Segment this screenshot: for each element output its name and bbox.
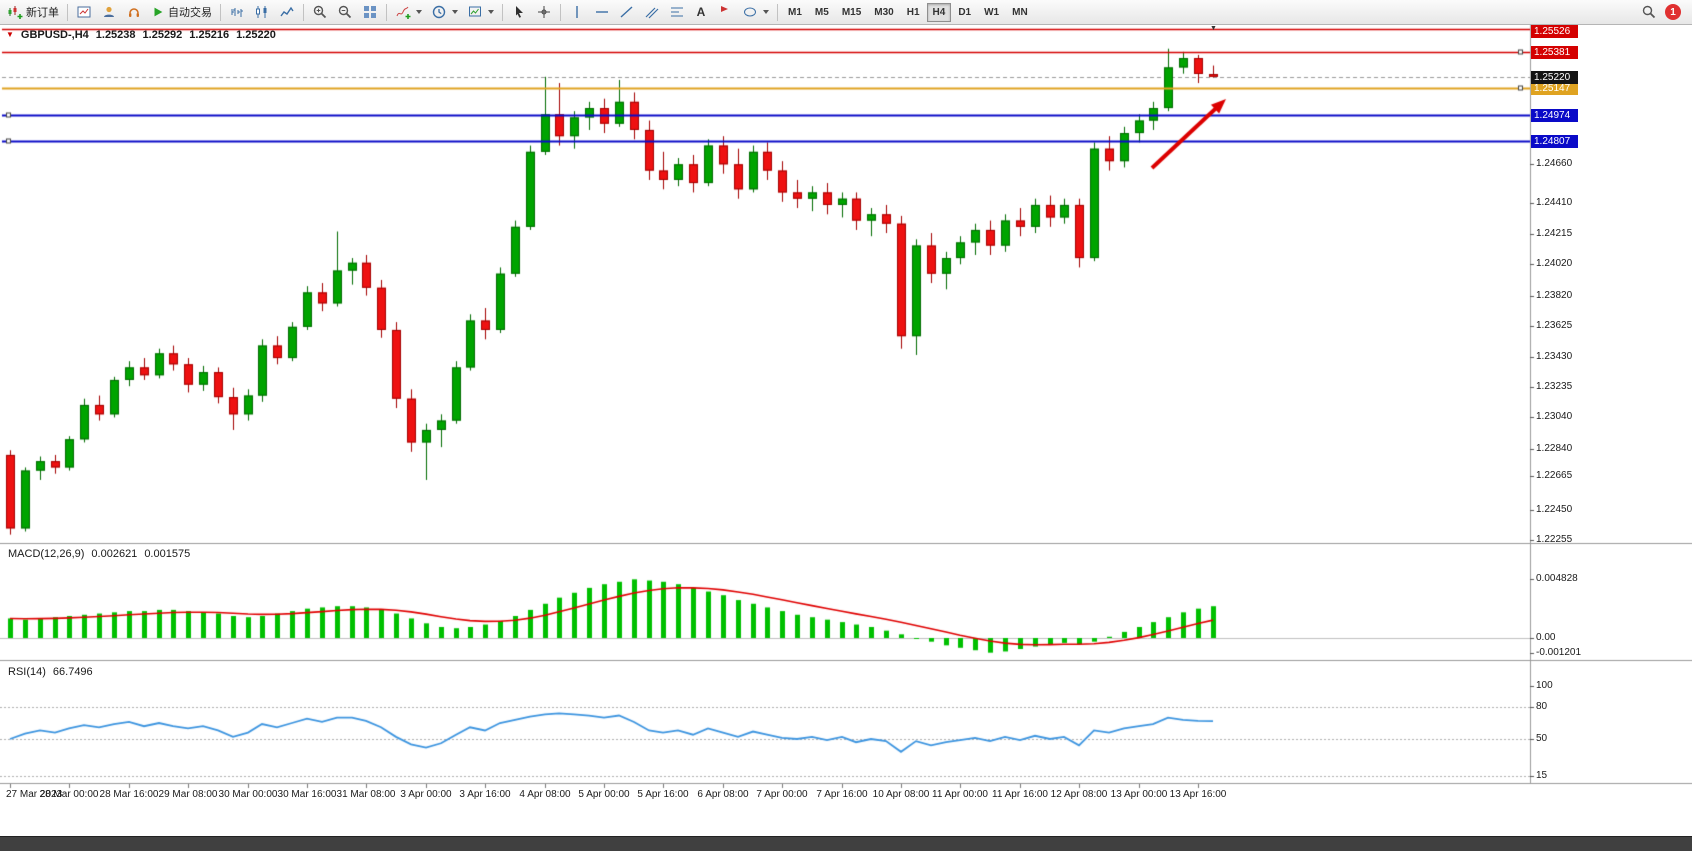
toolbar-separator — [67, 3, 68, 21]
tile-windows-button[interactable] — [358, 2, 382, 23]
price-chart-canvas[interactable] — [0, 25, 1692, 836]
toolbar-separator — [303, 3, 304, 21]
toolbar-separator — [502, 3, 503, 21]
templates-button[interactable] — [463, 2, 498, 23]
fibonacci-icon — [671, 7, 683, 17]
timeframe-d1-button[interactable]: D1 — [952, 3, 977, 22]
chevron-down-icon — [763, 10, 769, 14]
search-button[interactable] — [1637, 2, 1661, 23]
bar-chart-icon — [231, 8, 243, 17]
vertical-line-icon — [576, 6, 578, 18]
horizontal-line-icon — [596, 11, 608, 13]
trendline-button[interactable] — [615, 2, 639, 23]
horizontal-scrollbar[interactable] — [0, 836, 1692, 851]
toolbar-separator — [777, 3, 778, 21]
crosshair-icon — [538, 6, 550, 18]
fibonacci-button[interactable] — [665, 2, 689, 23]
autotrade-button[interactable]: 自动交易 — [147, 2, 216, 23]
play-icon — [154, 7, 163, 17]
timeframe-h1-button[interactable]: H1 — [901, 3, 926, 22]
candlestick-chart-icon — [256, 6, 267, 18]
toolbar: 新订单 自动交易 A M1 M5 M15 M30 H1 H4 D1 W1 MN … — [0, 0, 1692, 25]
channel-icon — [645, 7, 659, 19]
text-tool-icon: A — [696, 5, 706, 19]
toolbar-separator — [220, 3, 221, 21]
chevron-down-icon — [488, 10, 494, 14]
horizontal-line-button[interactable] — [590, 2, 614, 23]
new-order-button[interactable]: 新订单 — [3, 2, 63, 23]
ellipse-icon — [744, 7, 756, 17]
sounds-button[interactable] — [122, 2, 146, 23]
timeframe-m1-button[interactable]: M1 — [782, 3, 808, 22]
chevron-down-icon — [452, 10, 458, 14]
zoom-in-button[interactable] — [308, 2, 332, 23]
clock-icon — [432, 5, 446, 19]
vertical-line-button[interactable] — [565, 2, 589, 23]
cursor-icon — [516, 6, 523, 18]
timeframe-m30-button[interactable]: M30 — [868, 3, 899, 22]
tile-windows-icon — [364, 6, 376, 18]
cursor-button[interactable] — [507, 2, 531, 23]
search-icon — [1642, 5, 1656, 19]
indicators-button[interactable] — [391, 2, 426, 23]
notification-badge[interactable]: 1 — [1665, 4, 1681, 20]
profiles-button[interactable] — [97, 2, 121, 23]
candlestick-chart-button[interactable] — [250, 2, 274, 23]
profiles-icon — [104, 6, 114, 17]
line-chart-icon — [280, 6, 294, 17]
timeframe-m15-button[interactable]: M15 — [836, 3, 867, 22]
chevron-down-icon — [416, 10, 422, 14]
arrows-tool-button[interactable] — [713, 2, 737, 23]
chart-area: ▼ GBPUSD-,H4 1.25238 1.25292 1.25216 1.2… — [0, 25, 1692, 836]
bar-chart-button[interactable] — [225, 2, 249, 23]
zoom-out-button[interactable] — [333, 2, 357, 23]
toolbar-separator — [560, 3, 561, 21]
timeframe-m5-button[interactable]: M5 — [809, 3, 835, 22]
timeframe-w1-button[interactable]: W1 — [978, 3, 1005, 22]
text-tool-button[interactable]: A — [690, 2, 712, 23]
template-icon — [469, 6, 481, 17]
indicators-icon — [396, 6, 411, 19]
periodicity-button[interactable] — [427, 2, 462, 23]
flag-icon — [721, 6, 728, 18]
toolbar-separator — [386, 3, 387, 21]
autotrade-label: 自动交易 — [168, 7, 212, 19]
headset-icon — [129, 8, 139, 17]
timeframe-mn-button[interactable]: MN — [1006, 3, 1034, 22]
new-order-label: 新订单 — [26, 7, 59, 19]
new-order-icon — [8, 6, 23, 19]
new-chart-button[interactable] — [72, 2, 96, 23]
line-chart-button[interactable] — [275, 2, 299, 23]
crosshair-button[interactable] — [532, 2, 556, 23]
new-chart-icon — [77, 6, 91, 18]
trendline-icon — [620, 6, 633, 18]
shapes-button[interactable] — [738, 2, 773, 23]
zoom-in-icon — [313, 5, 327, 19]
zoom-out-icon — [338, 5, 352, 19]
channel-button[interactable] — [640, 2, 664, 23]
timeframe-h4-button[interactable]: H4 — [926, 2, 952, 22]
